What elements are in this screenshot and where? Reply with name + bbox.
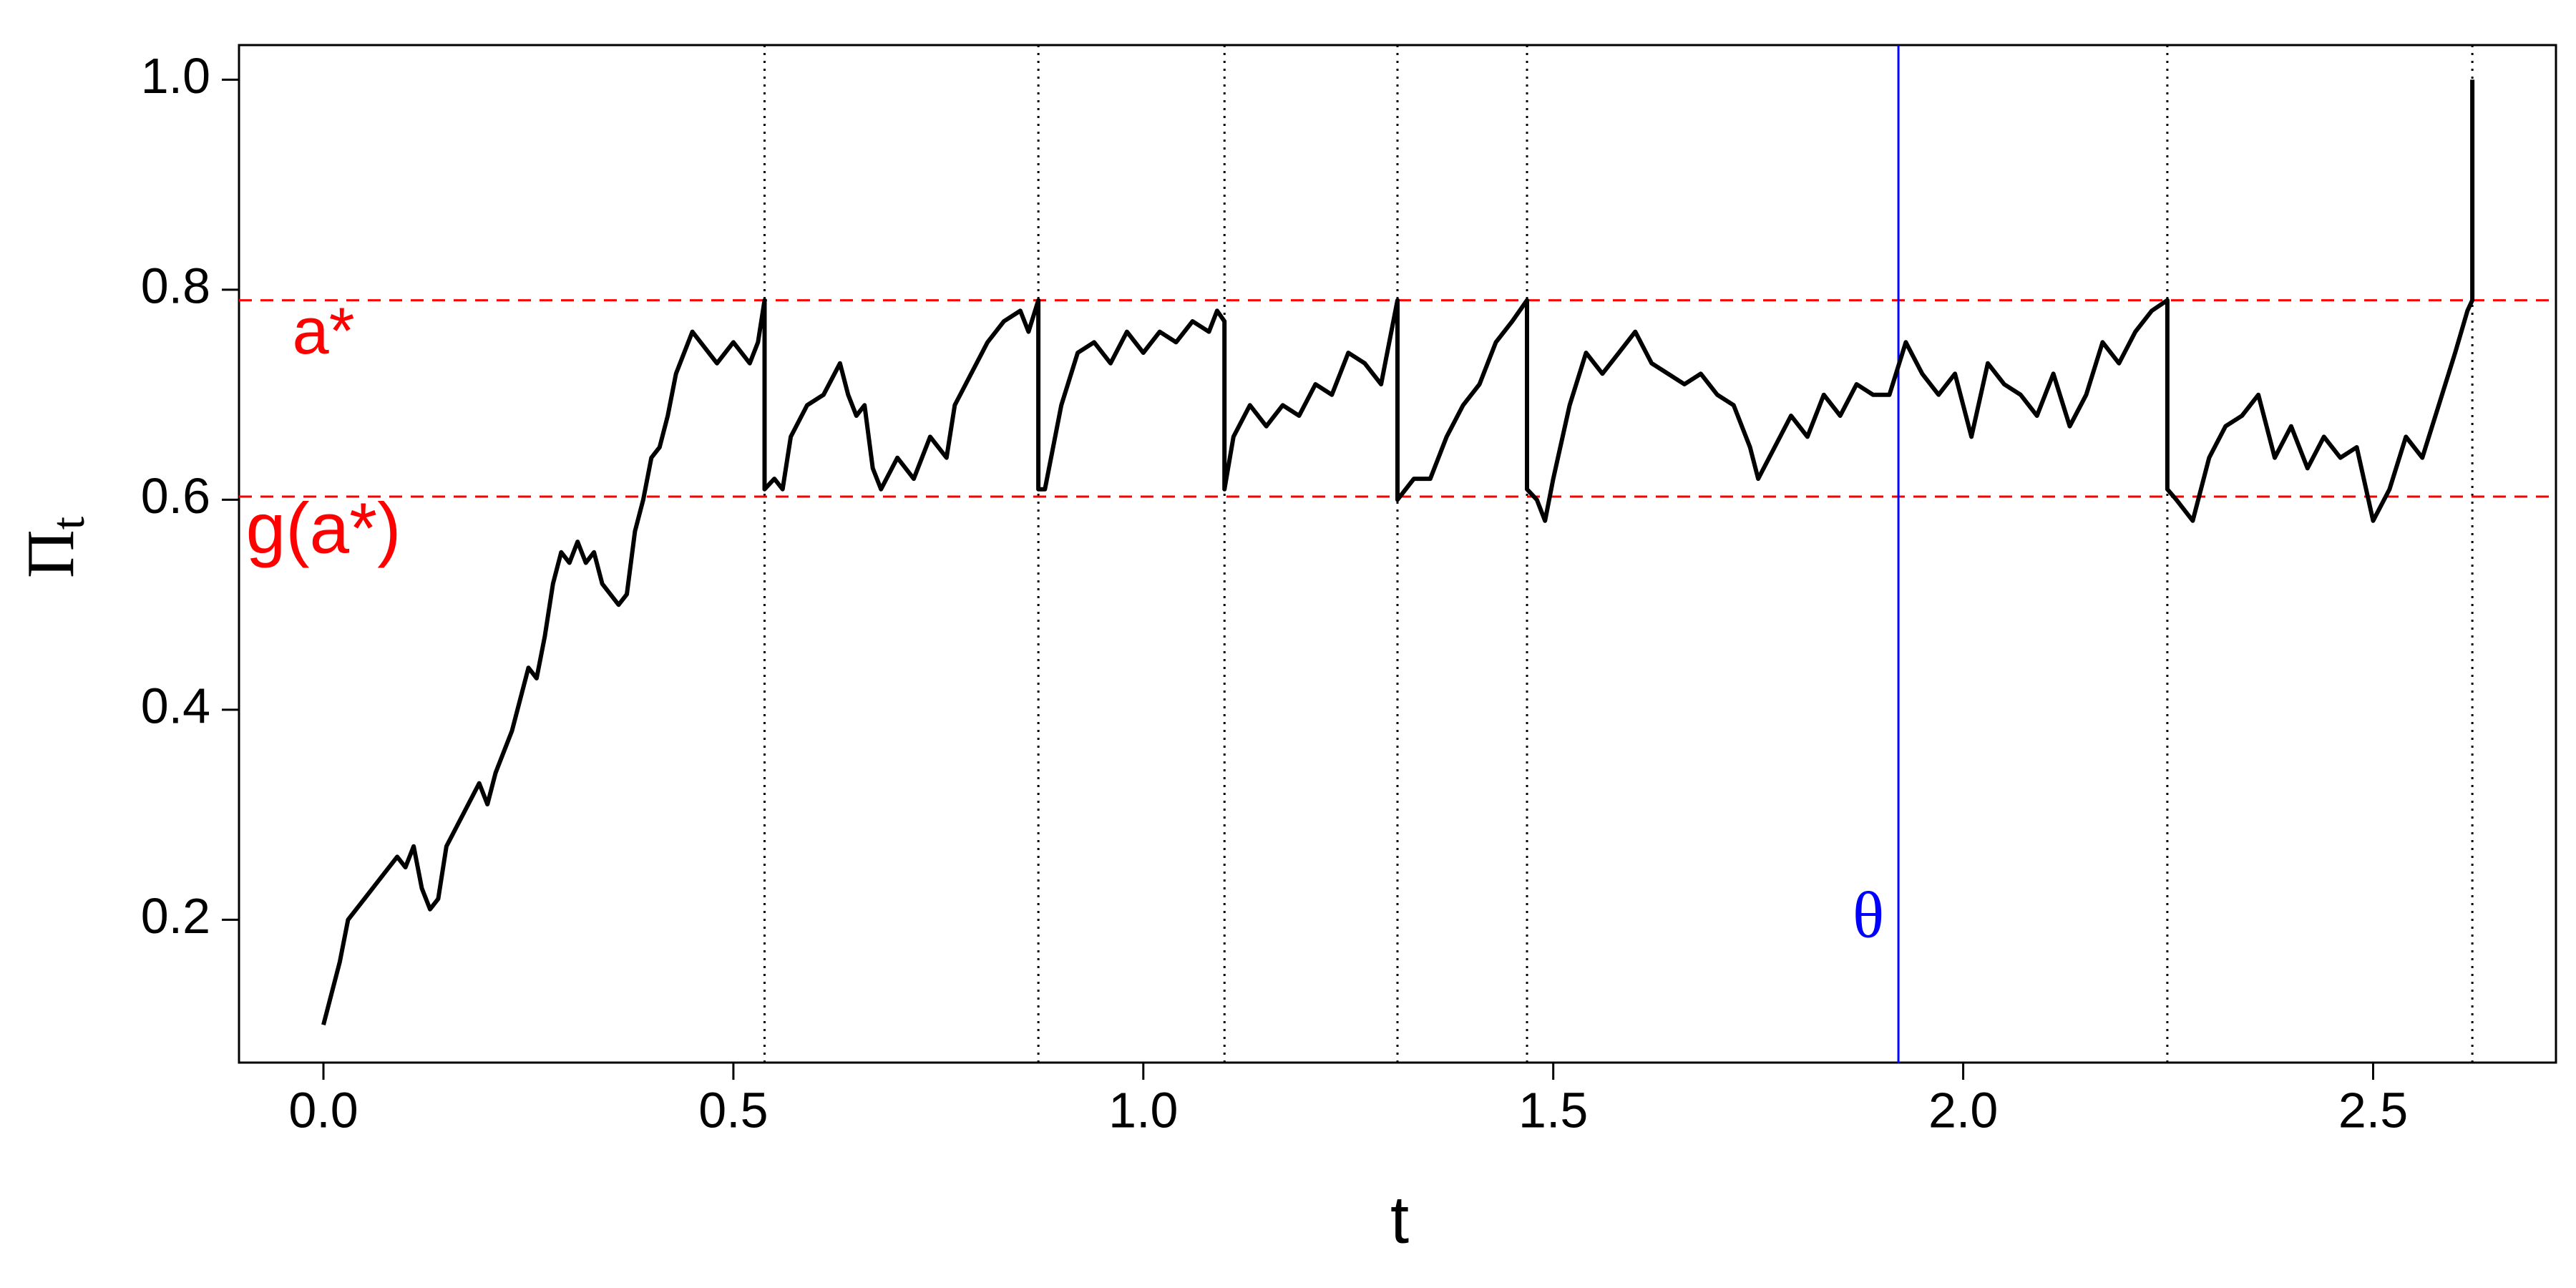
- threshold-label: g(a*): [246, 488, 401, 568]
- y-tick-label: 0.4: [141, 678, 210, 733]
- x-axis-label: t: [1390, 1182, 1409, 1257]
- threshold-label: a*: [293, 295, 355, 368]
- y-tick-label: 0.8: [141, 258, 210, 313]
- y-tick-label: 0.2: [141, 888, 210, 944]
- y-axis-label-subscript: t: [42, 517, 94, 530]
- x-tick-label: 2.0: [1928, 1082, 1998, 1138]
- x-tick-label: 2.5: [2338, 1082, 2408, 1138]
- x-tick-label: 1.5: [1518, 1082, 1588, 1138]
- y-axis-label-symbol: Π: [14, 530, 88, 578]
- process-line: [321, 79, 2475, 1025]
- x-tick-label: 1.0: [1108, 1082, 1178, 1138]
- y-axis-label: Πt: [14, 517, 95, 578]
- y-tick-label: 1.0: [141, 48, 210, 104]
- theta-label: θ: [1853, 878, 1884, 951]
- y-tick-label: 0.6: [141, 468, 210, 524]
- x-tick-label: 0.5: [698, 1082, 768, 1138]
- x-tick-label: 0.0: [288, 1082, 358, 1138]
- plot-frame: [238, 44, 2557, 1064]
